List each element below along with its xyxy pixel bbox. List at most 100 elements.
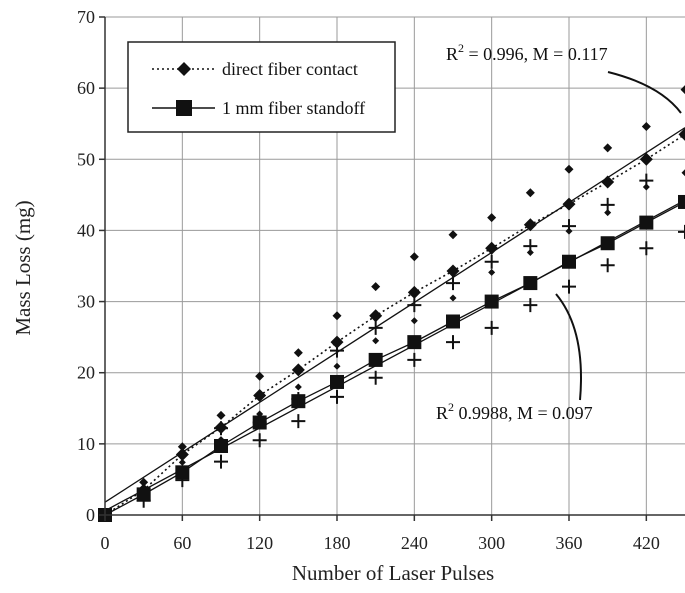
point-standoff-mean [175,465,190,480]
point-direct-upper [448,230,458,240]
point-standoff-lower [407,352,422,367]
point-extra-cross [214,421,228,436]
data-marks [98,85,685,522]
point-standoff-mean [446,314,460,329]
point-direct-upper [216,410,226,420]
point-direct-upper [139,477,149,487]
point-standoff-mean [678,194,685,209]
y-axis-title: Mass Loss (mg) [11,200,35,335]
point-direct-upper [255,371,265,381]
x-tick-label: 300 [478,533,505,553]
point-direct-upper [680,85,685,95]
point-extra-cross [523,239,538,254]
fit-lines [104,127,685,516]
annotation-arrow-standoff [555,293,582,401]
point-extra-cross [407,298,422,313]
y-tick-label: 0 [86,505,95,525]
legend-marker-square [176,100,192,116]
point-direct-mean [330,335,344,349]
point-direct-upper [564,164,574,174]
point-direct-mean [523,218,537,232]
point-extra-cross [368,320,383,335]
legend-label-direct: direct fiber contact [222,59,358,79]
fit-annotation-direct: R2 = 0.996, M = 0.117 [446,41,608,64]
point-direct-upper [525,188,535,198]
point-standoff-lower [639,241,654,256]
x-tick-label: 120 [246,533,273,553]
point-standoff-lower [214,454,228,469]
x-tick-label: 240 [401,533,428,553]
point-direct-upper [409,252,419,262]
fit-line-standoff [104,199,685,512]
point-direct-mean [639,152,653,166]
point-direct-lower [681,169,685,177]
tick-labels: 0 10 20 30 40 50 60 70 0 60 120 180 240 300 360 420 [77,7,660,553]
point-direct-lower [449,294,457,302]
point-direct-upper [177,442,187,452]
x-tick-label: 360 [556,533,583,553]
point-standoff-lower [484,320,499,335]
point-extra-cross [562,219,576,234]
y-tick-label: 30 [77,292,95,312]
point-direct-upper [293,348,303,358]
series-line-direct [104,133,685,516]
point-direct-lower [372,337,380,345]
point-direct-mean [446,264,460,278]
point-standoff-lower [291,414,306,429]
point-extra-cross [484,254,499,269]
point-direct-mean [407,285,421,299]
point-direct-upper [487,213,497,223]
point-standoff-mean [214,438,228,453]
legend-label-standoff: 1 mm fiber standoff [222,98,365,118]
point-direct-upper [603,143,613,153]
point-standoff-lower [678,224,685,239]
point-direct-upper [332,311,342,321]
point-direct-mean [562,197,576,211]
point-standoff-mean [368,352,383,367]
series-line-standoff [104,201,685,516]
point-direct-upper [371,282,381,292]
point-standoff-lower [368,370,383,385]
point-direct-mean [601,175,615,189]
point-extra-cross [252,415,267,430]
y-tick-label: 50 [77,149,95,169]
point-direct-mean [291,363,305,377]
point-standoff-lower [562,279,576,294]
point-standoff-lower [600,258,615,273]
x-tick-label: 420 [633,533,660,553]
legend-box [127,41,396,133]
point-direct-lower [410,317,418,325]
annotation-arrow-direct [607,71,682,114]
point-extra-cross [639,173,654,188]
y-tick-label: 40 [77,220,95,240]
point-direct-lower [333,362,341,370]
point-direct-lower [294,383,302,391]
point-direct-mean [253,388,267,402]
y-tick-label: 60 [77,78,95,98]
point-direct-mean [369,309,383,323]
point-standoff-mean [484,294,499,309]
x-tick-label: 60 [173,533,191,553]
point-direct-mean [485,241,499,255]
x-tick-label: 0 [101,533,110,553]
point-extra-cross [330,343,344,358]
point-standoff-mean [407,335,422,350]
point-direct-upper [641,122,651,132]
point-standoff-lower [446,335,460,350]
fit-line-direct [104,127,685,503]
point-extra-cross [600,197,615,212]
point-extra-cross [291,392,306,407]
y-tick-label: 10 [77,434,95,454]
fit-annotation-standoff: R2 0.9988, M = 0.097 [436,400,593,423]
point-standoff-mean [600,236,615,251]
point-standoff-mean [639,215,654,230]
point-direct-lower [604,209,612,217]
point-direct-lower [488,268,496,276]
point-standoff-mean [562,254,576,269]
axes [99,16,685,521]
point-extra-cross [446,276,460,291]
point-standoff-mean [523,276,538,291]
point-standoff-mean [136,487,151,502]
point-direct-lower [178,458,186,466]
